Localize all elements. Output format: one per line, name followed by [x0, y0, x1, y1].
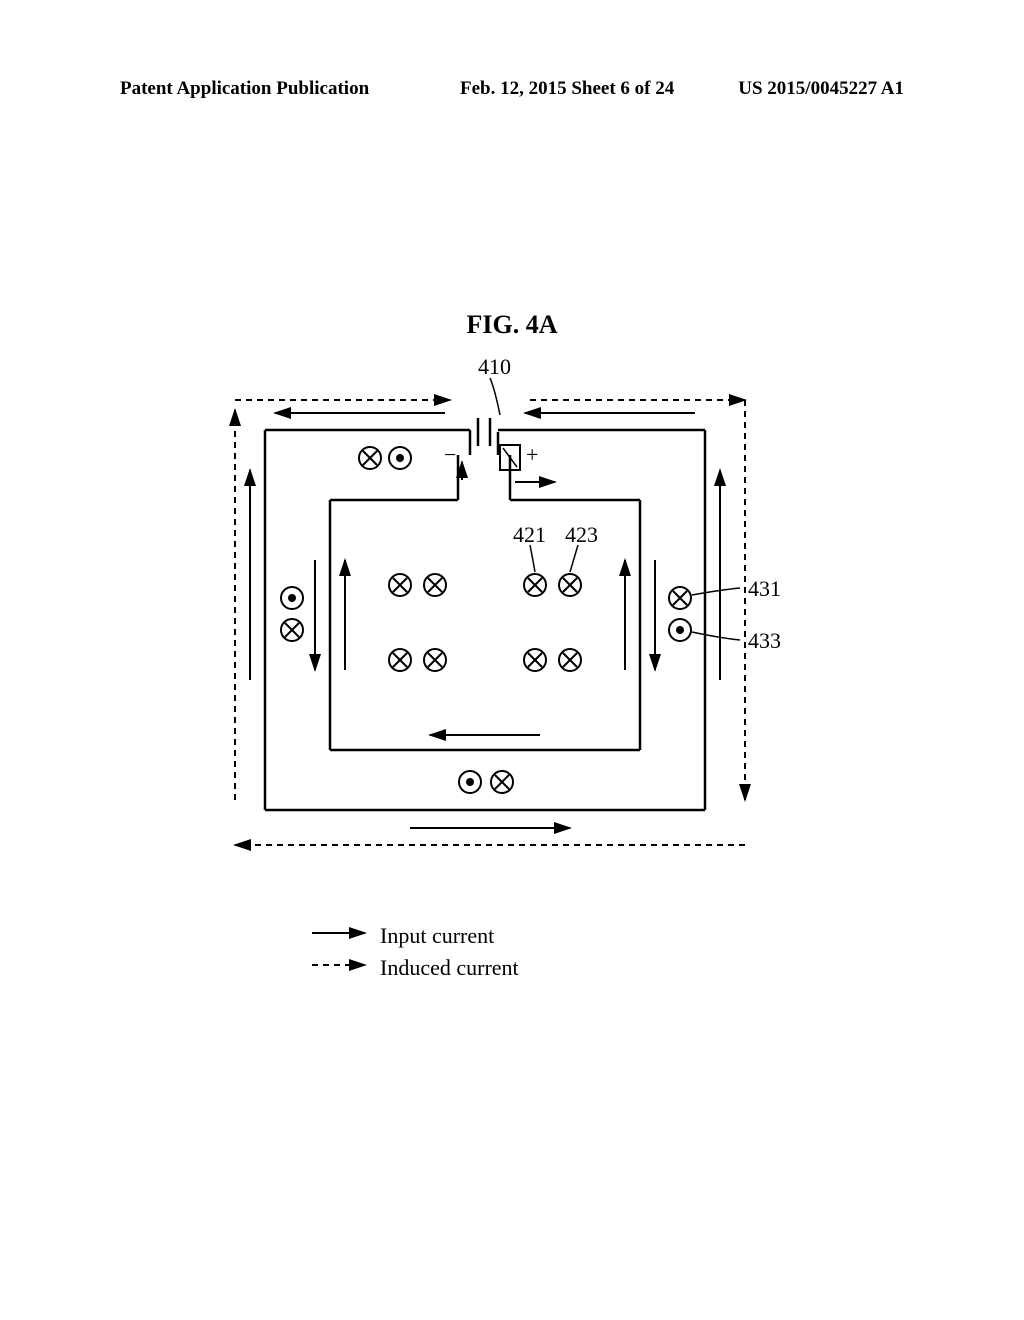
field-dot-icon — [281, 587, 303, 609]
cap-plus: + — [526, 442, 538, 467]
field-cross-icon — [389, 574, 411, 596]
header-right: US 2015/0045227 A1 — [738, 78, 904, 100]
inner-box — [330, 455, 640, 750]
svg-text:410: 410 — [478, 354, 511, 379]
field-cross-icon — [524, 574, 546, 596]
legend-induced: Induced current — [310, 952, 519, 984]
field-dot-icon — [459, 771, 481, 793]
field-cross-icon — [559, 649, 581, 671]
header-left: Patent Application Publication — [120, 78, 369, 100]
label-431: 431 — [748, 576, 781, 601]
legend-input-label: Input current — [380, 923, 494, 949]
field-cross-icon — [491, 771, 513, 793]
field-cross-icon — [524, 649, 546, 671]
cap-minus: − — [444, 442, 456, 467]
lead-410: 410 — [478, 354, 511, 415]
legend-input: Input current — [310, 920, 519, 952]
field-cross-icon — [669, 587, 691, 609]
legend-induced-label: Induced current — [380, 955, 519, 981]
induced-loop — [235, 400, 745, 845]
label-433: 433 — [748, 628, 781, 653]
field-cross-icon — [559, 574, 581, 596]
header-center: Feb. 12, 2015 Sheet 6 of 24 — [460, 78, 674, 100]
field-cross-icon — [359, 447, 381, 469]
figure-title: FIG. 4A — [0, 310, 1024, 340]
legend: Input current Induced current — [310, 920, 519, 984]
field-cross-icon — [424, 574, 446, 596]
field-cross-icon — [281, 619, 303, 641]
page-header: Patent Application Publication Feb. 12, … — [120, 78, 904, 100]
field-dot-icon — [669, 619, 691, 641]
field-cross-icon — [424, 649, 446, 671]
field-dot-icon — [389, 447, 411, 469]
label-421: 421 — [513, 522, 546, 547]
circuit-diagram: 410 − + 431 433 — [200, 370, 780, 900]
label-423: 423 — [565, 522, 598, 547]
field-cross-icon — [389, 649, 411, 671]
